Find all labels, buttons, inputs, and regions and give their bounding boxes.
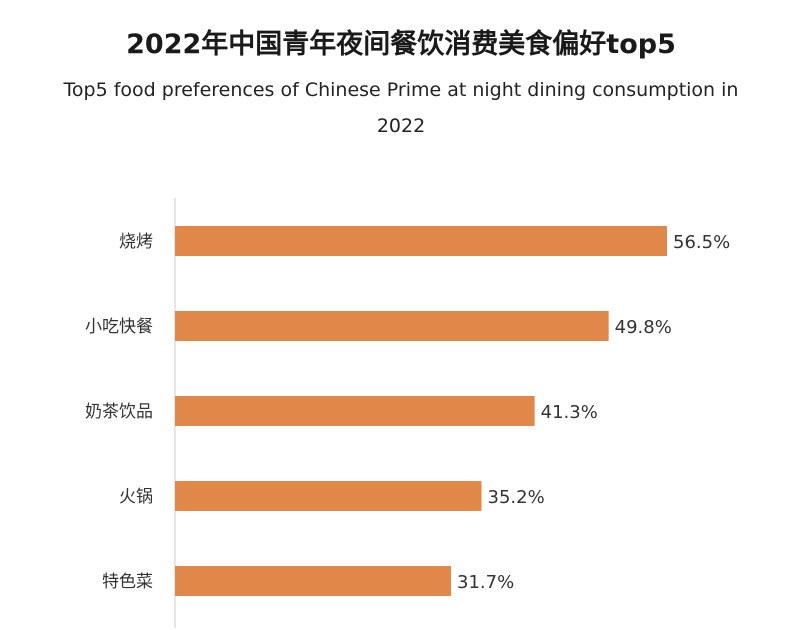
category-label: 小吃快餐: [85, 317, 153, 337]
category-label: 烧烤: [119, 232, 153, 252]
chart-subtitle: Top5 food preferences of Chinese Prime a…: [63, 79, 739, 137]
bars-layer: 烧烤 56.5% 小吃快餐 49.8% 奶茶饮品 41.3% 火锅 35.2% 特色菜 31.7%: [85, 226, 730, 596]
value-label: 49.8%: [615, 317, 672, 338]
bar: [175, 481, 482, 511]
chart-title: 2022年中国青年夜间餐饮消费美食偏好top5: [126, 29, 676, 60]
bar: [175, 566, 452, 596]
bar: [175, 396, 535, 426]
value-label: 56.5%: [673, 232, 730, 253]
category-label: 特色菜: [102, 572, 153, 592]
value-label: 41.3%: [541, 402, 598, 423]
value-label: 31.7%: [457, 572, 514, 593]
bar: [175, 226, 667, 256]
value-label: 35.2%: [488, 487, 545, 508]
category-label: 奶茶饮品: [85, 402, 153, 422]
category-label: 火锅: [119, 487, 153, 507]
bar: [175, 311, 609, 341]
